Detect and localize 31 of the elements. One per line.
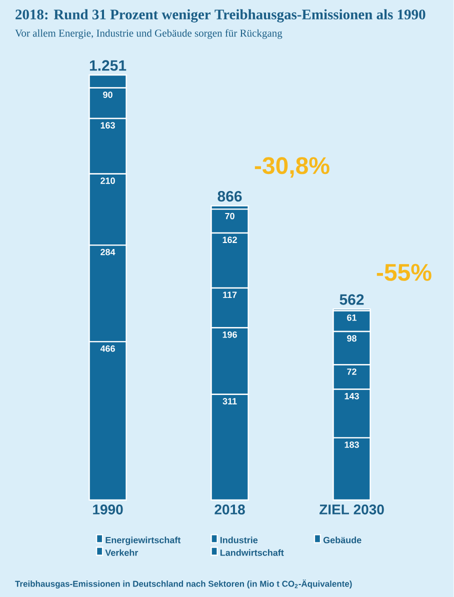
annotation: -55% bbox=[377, 264, 432, 281]
legend-label: Gebäude bbox=[324, 536, 362, 544]
legend-label: Energiewirtschaft bbox=[106, 536, 181, 546]
chart-subtitle: Vor allem Energie, Industrie und Gebäude sorgen für Rückgang bbox=[15, 29, 282, 39]
data-label: 466 bbox=[100, 345, 116, 352]
total-label: 866 bbox=[218, 190, 242, 202]
data-label: 90 bbox=[103, 92, 113, 98]
x-tick-label: 2018 bbox=[214, 504, 246, 514]
data-label: 70 bbox=[225, 212, 235, 220]
annotation: -30,8% bbox=[255, 157, 330, 178]
legend-label: Verkehr bbox=[105, 549, 138, 556]
chart-title: 2018: Rund 31 Prozent weniger Treibhausgas-Emissionen als 1990 bbox=[16, 9, 426, 22]
x-tick-label: ZIEL 2030 bbox=[320, 504, 384, 514]
data-label: 196 bbox=[222, 331, 238, 338]
data-label: 284 bbox=[100, 248, 116, 256]
legend-label: Landwirtschaft bbox=[220, 549, 284, 556]
data-label: 311 bbox=[222, 398, 237, 404]
data-label: 98 bbox=[347, 335, 357, 342]
legend-label: Industrie bbox=[220, 536, 258, 544]
data-label: 117 bbox=[223, 292, 237, 298]
data-label: 143 bbox=[344, 392, 360, 400]
x-tick-label: 1990 bbox=[93, 504, 123, 514]
text: Treibhausgas-Emissionen in Deutschland nach Sektoren (in Mio t CO$_{2}$-Äquivalente) bbox=[15, 579, 352, 589]
data-label: 61 bbox=[347, 314, 357, 321]
data-label: 210 bbox=[100, 178, 116, 184]
total-label: 562 bbox=[340, 294, 364, 305]
data-label: 183 bbox=[344, 442, 360, 448]
data-label: 163 bbox=[100, 122, 116, 129]
total-label: 1.251 bbox=[90, 60, 126, 71]
data-label: 162 bbox=[222, 236, 238, 244]
data-label: 72 bbox=[347, 368, 357, 375]
